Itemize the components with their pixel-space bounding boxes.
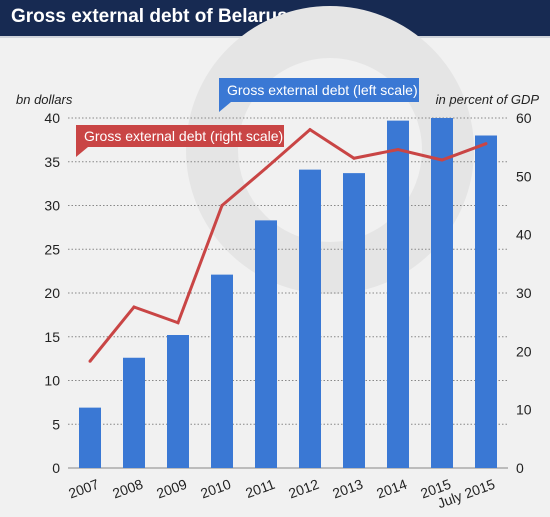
legend-line-label: Gross external debt (right scale) bbox=[84, 128, 283, 144]
right-tick-label: 60 bbox=[516, 110, 532, 126]
legend-bar-background bbox=[219, 78, 419, 102]
legend-bar-pointer bbox=[219, 102, 231, 112]
right-tick-label: 10 bbox=[516, 402, 532, 418]
bar bbox=[211, 274, 233, 468]
x-tick-label: 2009 bbox=[154, 476, 189, 502]
line-point bbox=[264, 166, 268, 170]
bar bbox=[255, 220, 277, 468]
line-point bbox=[132, 305, 136, 309]
right-tick-label: 20 bbox=[516, 343, 532, 359]
legend-bar-series: Gross external debt (left scale) bbox=[219, 78, 419, 112]
line-point bbox=[440, 158, 444, 162]
bar bbox=[123, 357, 145, 468]
x-tick-label: 2012 bbox=[286, 476, 321, 502]
x-tick-label: 2008 bbox=[110, 476, 145, 502]
left-tick-label: 25 bbox=[44, 241, 60, 257]
x-tick-label: 2014 bbox=[374, 476, 409, 502]
right-axis-label: in percent of GDP bbox=[436, 92, 540, 107]
line-point bbox=[484, 142, 488, 146]
left-axis-ticks: 0 5 10 15 20 25 30 35 40 bbox=[44, 110, 60, 476]
right-axis-ticks: 0 10 20 30 40 50 60 bbox=[516, 110, 532, 476]
x-axis-ticks: 2007 2008 2009 2010 2011 2012 2013 2014 2015July… bbox=[66, 476, 497, 512]
bar bbox=[299, 169, 321, 468]
left-tick-label: 20 bbox=[44, 285, 60, 301]
x-tick-label: 2013 bbox=[330, 476, 365, 502]
line-series bbox=[88, 127, 488, 363]
x-tick-label: 2010 bbox=[198, 476, 233, 502]
chart-title: Gross external debt of Belarus bbox=[11, 6, 288, 27]
bar bbox=[343, 173, 365, 468]
right-tick-label: 40 bbox=[516, 227, 532, 243]
left-tick-label: 10 bbox=[44, 373, 60, 389]
line-point bbox=[88, 359, 92, 363]
watermark-logo bbox=[186, 6, 474, 294]
line-point bbox=[220, 204, 224, 207]
right-tick-label: 50 bbox=[516, 168, 532, 184]
legend-line-pointer bbox=[76, 147, 88, 157]
bar bbox=[431, 118, 453, 468]
line-point bbox=[352, 156, 356, 160]
bar bbox=[387, 120, 409, 468]
watermark-ring bbox=[186, 6, 474, 294]
left-tick-label: 0 bbox=[52, 460, 60, 476]
left-tick-label: 40 bbox=[44, 110, 60, 126]
right-tick-label: 0 bbox=[516, 460, 524, 476]
line-point bbox=[176, 321, 180, 325]
line-point bbox=[396, 148, 400, 151]
bar bbox=[475, 135, 497, 468]
line-point bbox=[308, 128, 312, 132]
left-axis-label: bn dollars bbox=[16, 92, 73, 107]
bar bbox=[167, 335, 189, 468]
right-tick-label: 30 bbox=[516, 285, 532, 301]
legend-line-background bbox=[76, 125, 284, 147]
legend-bar-label: Gross external debt (left scale) bbox=[227, 82, 418, 98]
left-tick-label: 30 bbox=[44, 198, 60, 214]
left-tick-label: 35 bbox=[44, 154, 60, 170]
left-tick-label: 15 bbox=[44, 329, 60, 345]
bar bbox=[79, 407, 101, 468]
x-tick-label: 2011 bbox=[243, 476, 277, 501]
series-line bbox=[88, 127, 487, 363]
x-tick-label: 2007 bbox=[66, 476, 101, 502]
left-tick-label: 5 bbox=[52, 416, 60, 432]
bar-series bbox=[79, 118, 497, 468]
legend-line-series: Gross external debt (right scale) bbox=[76, 125, 284, 157]
